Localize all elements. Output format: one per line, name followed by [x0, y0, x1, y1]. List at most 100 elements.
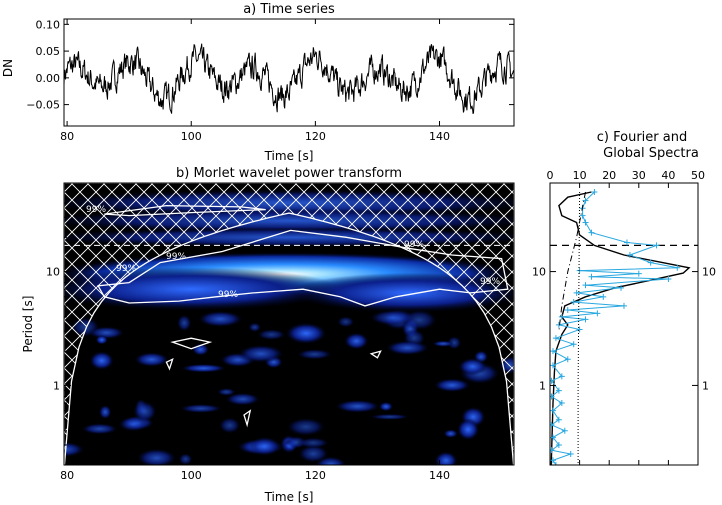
time-series-axes: 80 100 120 140 −0.05 0.00 0.05 0.10 — [26, 18, 514, 143]
fourier-point-marker — [626, 251, 633, 258]
fourier-point-marker — [623, 239, 630, 246]
power-blob — [217, 388, 236, 396]
power-blob — [176, 314, 192, 332]
fourier-point-marker — [555, 321, 562, 328]
x-tick-label: 30 — [632, 169, 646, 182]
fourier-point-marker — [552, 462, 559, 465]
wavelet-axes: 80 100 120 140 1 10 — [46, 182, 450, 482]
panel-spectra: c) Fourier and Global Spectra 0 10 20 30 40 5… — [532, 130, 716, 466]
power-blob — [237, 344, 285, 363]
fourier-point-marker — [550, 447, 555, 454]
fourier-point-marker — [555, 416, 562, 423]
spectra-axes: 0 10 20 30 40 50 1 1 10 10 — [532, 169, 716, 465]
y-tick-label: 10 — [532, 266, 546, 279]
wavelet-frame — [63, 182, 515, 466]
power-blob — [64, 267, 342, 312]
fourier-point-marker — [550, 348, 556, 355]
x-tick-label: 120 — [305, 130, 326, 143]
spectra-series — [550, 189, 691, 465]
fourier-point-marker — [550, 457, 556, 464]
fourier-point-marker — [600, 293, 607, 300]
x-tick-label: 20 — [602, 169, 616, 182]
power-blob — [369, 413, 410, 420]
power-blob — [334, 399, 381, 413]
power-blob — [225, 392, 261, 406]
time-series-frame — [63, 18, 515, 127]
sig-label: 99% — [404, 240, 424, 250]
fourier-point-marker — [550, 421, 555, 428]
fourier-point-marker — [576, 267, 583, 274]
fourier-point-marker — [573, 289, 580, 296]
fourier-point-marker — [582, 219, 589, 226]
sig-label: 99% — [166, 252, 186, 262]
significance-labels: 99% 99% 99% 99% 99% 99% — [86, 205, 500, 300]
fourier-point-marker — [653, 242, 660, 249]
y-tick-label: 1 — [702, 379, 709, 392]
sig-label: 99% — [86, 205, 106, 215]
fourier-point-marker — [550, 377, 555, 384]
fourier-point-marker — [665, 276, 672, 283]
power-blob — [64, 441, 85, 458]
power-blob — [378, 401, 394, 412]
fourier-point-marker — [647, 259, 654, 266]
power-blob — [81, 423, 118, 435]
fourier-point-marker — [582, 282, 589, 289]
power-blob — [256, 329, 287, 341]
fourier-point-marker — [635, 270, 642, 277]
time-series-ylabel: DN — [1, 59, 15, 77]
fourier-point-marker — [550, 407, 556, 414]
time-series-line — [63, 43, 515, 115]
wavelet-xlabel: Time [s] — [264, 490, 314, 504]
y-tick-label: 10 — [702, 266, 716, 279]
fourier-point-marker — [567, 450, 574, 457]
spectra-frame — [549, 182, 699, 466]
power-blob — [456, 418, 480, 441]
sig-label: 99% — [480, 277, 500, 287]
cone-of-influence — [64, 183, 514, 465]
x-tick-label: 120 — [305, 469, 326, 482]
fourier-point-marker — [594, 310, 601, 317]
power-blob — [315, 456, 347, 465]
fourier-point-marker — [558, 400, 565, 407]
fourier-point-marker — [555, 387, 562, 394]
power-blob — [197, 310, 244, 328]
power-blob — [89, 351, 115, 371]
fourier-point-marker — [674, 264, 681, 271]
x-tick-label: 80 — [60, 130, 74, 143]
power-blob — [218, 417, 241, 434]
x-tick-label: 100 — [181, 130, 202, 143]
significance-contour — [243, 409, 252, 428]
fourier-point-marker — [588, 229, 595, 236]
fourier-point-marker — [558, 313, 565, 320]
power-blob — [434, 451, 458, 465]
fourier-point-marker — [576, 326, 583, 333]
power-blob — [286, 417, 326, 437]
fourier-point-marker — [582, 197, 589, 204]
spectrum-fourier-line — [550, 191, 678, 465]
spectra-title-line1: c) Fourier and — [597, 130, 687, 145]
power-blob — [336, 316, 355, 328]
power-blob — [343, 332, 369, 350]
spectrum-global-line — [550, 191, 691, 465]
fourier-point-marker — [564, 356, 571, 363]
fourier-point-marker — [550, 434, 556, 441]
wavelet-image: 99% 99% 99% 99% 99% 99% — [64, 183, 514, 465]
power-blob — [132, 400, 157, 423]
fourier-point-marker — [558, 373, 565, 380]
y-tick-label: 0.05 — [36, 45, 61, 58]
power-blob — [179, 403, 223, 413]
power-blob — [88, 326, 125, 340]
power-blob — [178, 453, 193, 465]
power-blob — [98, 404, 112, 420]
power-blob — [385, 340, 430, 356]
power-blob — [457, 357, 488, 376]
time-series-xlabel: Time [s] — [264, 149, 314, 163]
x-tick-label: 140 — [429, 130, 450, 143]
x-tick-label: 80 — [60, 469, 74, 482]
power-blob — [288, 272, 514, 313]
power-blob — [297, 437, 330, 449]
fourier-point-marker — [552, 335, 559, 342]
significance-contour — [369, 350, 382, 359]
y-tick-label: −0.05 — [26, 99, 60, 112]
wavelet-ylabel: Period [s] — [21, 296, 35, 353]
